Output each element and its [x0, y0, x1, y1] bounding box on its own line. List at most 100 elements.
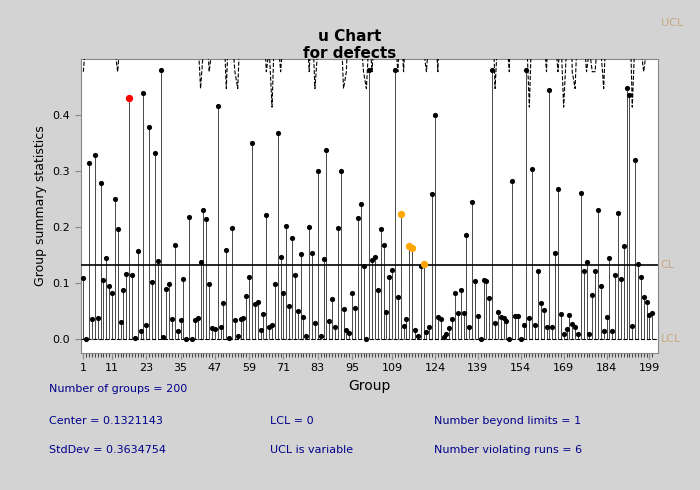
Point [501, 317, 512, 325]
Text: UCL: UCL [661, 18, 683, 28]
Point [429, 111, 440, 119]
Point [618, 242, 629, 250]
Point [478, 276, 489, 284]
Point [323, 317, 335, 325]
Point [164, 280, 175, 288]
Point [335, 167, 346, 175]
Point [232, 332, 244, 340]
Point [172, 327, 183, 335]
Point [595, 282, 606, 290]
Point [80, 335, 92, 343]
Point [507, 177, 518, 185]
Point [418, 260, 429, 268]
Point [292, 307, 303, 315]
Point [629, 156, 641, 164]
Point [461, 231, 472, 239]
Point [135, 327, 146, 335]
Text: LCL: LCL [661, 334, 681, 344]
Point [570, 322, 581, 330]
Point [555, 310, 566, 318]
Point [473, 312, 484, 320]
Point [384, 272, 395, 280]
Point [458, 309, 469, 317]
Point [338, 305, 349, 313]
Point [421, 328, 432, 336]
Point [541, 323, 552, 331]
Point [349, 304, 360, 312]
Point [470, 277, 481, 285]
Point [178, 275, 189, 283]
Point [378, 241, 389, 248]
Point [615, 275, 626, 283]
Point [201, 215, 212, 222]
Point [92, 315, 104, 322]
Point [289, 271, 300, 279]
Point [484, 294, 495, 302]
Point [375, 225, 386, 233]
Point [252, 298, 263, 306]
Point [127, 271, 138, 279]
Point [564, 311, 575, 319]
Point [86, 315, 97, 322]
Point [284, 302, 295, 310]
Point [189, 316, 200, 323]
Text: u Chart: u Chart [318, 29, 382, 44]
Text: CL: CL [661, 260, 675, 270]
Point [258, 311, 269, 319]
Point [498, 315, 509, 322]
Point [566, 320, 578, 328]
Point [295, 250, 306, 258]
Point [610, 271, 621, 279]
Point [115, 318, 126, 326]
Point [641, 298, 652, 306]
Point [575, 190, 587, 197]
Point [589, 267, 601, 275]
Point [218, 299, 229, 307]
Text: UCL is variable: UCL is variable [270, 445, 353, 455]
Point [433, 313, 444, 321]
Text: Number of groups = 200: Number of groups = 200 [49, 384, 188, 394]
Point [367, 256, 378, 264]
Point [401, 315, 412, 323]
Point [198, 206, 209, 214]
Point [404, 243, 415, 250]
Point [278, 289, 289, 297]
Point [230, 316, 241, 324]
Point [89, 150, 100, 158]
Point [301, 332, 312, 340]
Point [364, 66, 375, 74]
Point [244, 273, 255, 281]
Point [573, 330, 584, 338]
Point [106, 289, 118, 296]
Point [167, 315, 178, 322]
Point [109, 195, 120, 202]
Point [249, 300, 260, 308]
Point [395, 211, 406, 219]
Point [152, 257, 163, 265]
Point [275, 253, 286, 261]
Point [270, 281, 281, 289]
Point [264, 323, 275, 331]
Point [255, 326, 266, 334]
Point [169, 242, 181, 249]
Point [238, 314, 249, 322]
Point [209, 325, 220, 333]
Point [355, 200, 366, 208]
Point [360, 335, 372, 343]
Point [192, 314, 203, 321]
Point [312, 168, 323, 175]
Point [638, 293, 650, 301]
Point [298, 313, 309, 321]
Point [452, 309, 463, 317]
Point [635, 273, 646, 281]
Point [307, 249, 318, 257]
Point [410, 326, 421, 334]
Point [581, 259, 592, 267]
Point [601, 314, 612, 321]
Point [372, 286, 384, 294]
Point [123, 94, 134, 102]
Point [326, 295, 337, 303]
Point [510, 312, 521, 320]
Point [447, 315, 458, 322]
Point [146, 278, 158, 286]
